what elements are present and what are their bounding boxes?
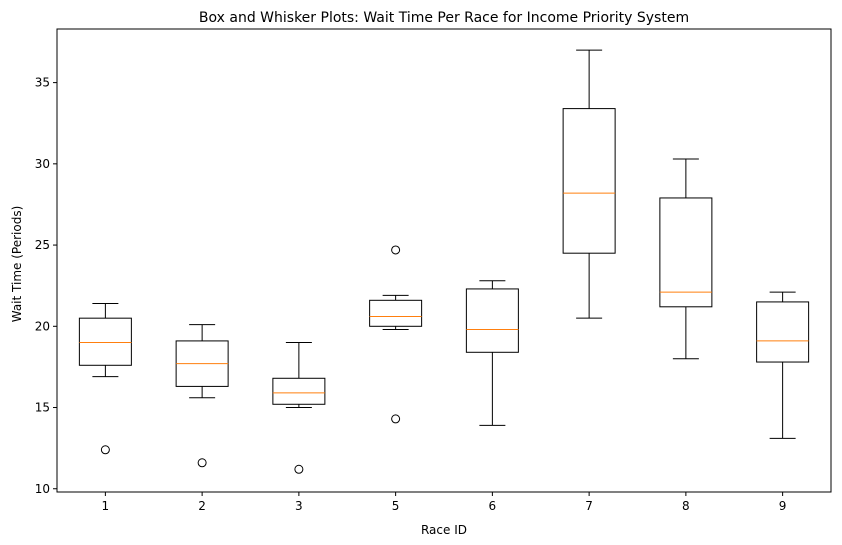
x-axis-label: Race ID	[421, 523, 467, 537]
y-tick-label-25: 25	[35, 238, 50, 252]
y-tick-label-10: 10	[35, 482, 50, 496]
x-tick-label-8: 8	[682, 499, 690, 513]
x-tick-label-1: 1	[102, 499, 110, 513]
race-1-box	[78, 317, 132, 366]
y-tick-label-15: 15	[35, 401, 50, 415]
chart-title: Box and Whisker Plots: Wait Time Per Rac…	[199, 10, 689, 26]
race-6-box	[465, 288, 519, 353]
y-axis-label: Wait Time (Periods)	[10, 206, 24, 323]
x-tick-label-5: 5	[392, 499, 400, 513]
x-tick-label-2: 2	[198, 499, 206, 513]
race-2-outlier-0	[197, 458, 207, 468]
plot-frame	[56, 28, 832, 493]
x-tick-label-9: 9	[779, 499, 787, 513]
race-3-box	[272, 377, 326, 405]
race-3-outlier-0	[294, 464, 304, 474]
x-tick-label-7: 7	[585, 499, 593, 513]
race-7-box	[562, 108, 616, 254]
race-5-outlier-1	[391, 414, 401, 424]
x-tick-label-3: 3	[295, 499, 303, 513]
race-1-outlier-0	[100, 445, 110, 455]
y-tick-label-35: 35	[35, 76, 50, 90]
y-tick-label-20: 20	[35, 319, 50, 333]
race-8-box	[659, 197, 713, 308]
race-5-outlier-0	[391, 245, 401, 255]
x-tick-label-6: 6	[489, 499, 497, 513]
race-9-box	[756, 301, 810, 363]
race-5-box	[369, 299, 423, 327]
y-tick-label-30: 30	[35, 157, 50, 171]
